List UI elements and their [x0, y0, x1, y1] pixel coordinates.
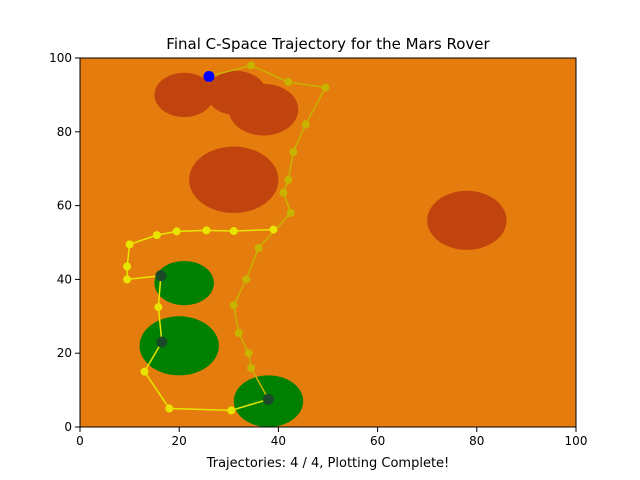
waypoint-marker-1 [155, 270, 167, 282]
waypoint-marker-3 [262, 393, 274, 405]
plot-frame [79, 57, 577, 428]
trajectory-1-point-2 [247, 61, 256, 70]
goal-region-2 [139, 316, 219, 376]
trajectory-1-point-8 [279, 188, 288, 197]
trajectory-1-point-7 [284, 175, 293, 184]
trajectory-2-point-6 [154, 303, 163, 312]
trajectory-2-point-14 [229, 227, 238, 236]
obstacle-group [154, 70, 507, 250]
trajectory-1-point-4 [321, 83, 330, 92]
waypoint-marker-2 [156, 336, 168, 348]
y-axis: 0 20 40 60 80 100 [49, 51, 80, 434]
x-axis: 0 20 40 60 80 100 [76, 427, 587, 448]
trajectory-line-1 [208, 64, 327, 400]
x-tick-label: 40 [271, 434, 286, 448]
obstacle-1 [154, 72, 214, 118]
y-tick-label: 80 [57, 125, 72, 139]
x-tick-label: 100 [565, 434, 588, 448]
y-tick-label: 60 [57, 199, 72, 213]
trajectory-2-point-3 [165, 404, 174, 413]
trajectory-1-point-14 [244, 349, 253, 358]
trajectory-1-point-15 [247, 363, 256, 372]
obstacle-4 [189, 146, 279, 213]
x-tick-label: 80 [469, 434, 484, 448]
trajectory-1-point-12 [229, 301, 238, 310]
trajectory-2-point-2 [227, 406, 236, 415]
trajectory-1-point-9 [286, 208, 295, 217]
marker-group [155, 70, 274, 405]
trajectory-2-point-12 [172, 227, 181, 236]
obstacle-3 [228, 83, 299, 136]
trajectory-1-point-11 [242, 275, 251, 284]
obstacle-5 [427, 190, 507, 250]
x-tick-label: 20 [172, 434, 187, 448]
trajectory-2-point-15 [269, 225, 278, 234]
trajectory-2-point-13 [202, 226, 211, 235]
y-tick-label: 40 [57, 272, 72, 286]
trajectory-2-point-10 [125, 240, 134, 249]
trajectory-1-point-13 [234, 328, 243, 337]
chart-title: Final C-Space Trajectory for the Mars Ro… [166, 35, 490, 53]
trajectory-1-point-10 [254, 244, 263, 253]
trajectory-2-point-9 [123, 262, 132, 271]
goal-region-1 [154, 260, 214, 306]
trajectory-2-point-11 [152, 231, 161, 240]
trajectory-1-point-6 [289, 148, 298, 157]
trajectory-2-point-8 [123, 275, 132, 284]
trajectory-2-point-4 [140, 367, 149, 376]
trajectory-1-point-3 [284, 77, 293, 86]
start-marker [203, 70, 215, 82]
trajectory-1-point-5 [301, 120, 310, 129]
x-axis-label: Trajectories: 4 / 4, Plotting Complete! [206, 456, 450, 471]
y-tick-label: 0 [64, 420, 72, 434]
plot-area [80, 58, 576, 427]
trajectory-group [123, 61, 330, 415]
y-tick-label: 100 [49, 51, 72, 65]
x-tick-label: 0 [76, 434, 84, 448]
y-tick-label: 20 [57, 346, 72, 360]
x-tick-label: 60 [370, 434, 385, 448]
